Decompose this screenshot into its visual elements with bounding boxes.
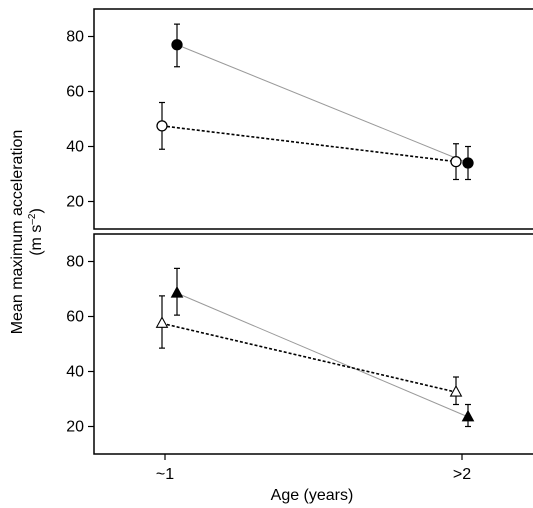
x-axis-label: Age (years) xyxy=(271,487,354,504)
top-series-1-line xyxy=(161,125,457,163)
y-tick-label-bottom-80: 80 xyxy=(66,254,84,271)
bottom-series-0-line xyxy=(176,292,469,418)
bottom-series-0-point-1 xyxy=(461,409,475,422)
y-tick-label-bottom-20: 20 xyxy=(66,419,84,436)
top-series-1-point-1 xyxy=(450,155,462,168)
y-axis-label: Mean maximum acceleration (m s–2) xyxy=(9,130,45,335)
bottom-series-0-point-0 xyxy=(170,285,184,298)
top-series-0-point-0 xyxy=(171,39,183,51)
y-axis-label-unit: (m s–2) xyxy=(27,208,45,256)
top-panel-frame xyxy=(93,8,533,230)
x-tick-label-1: >2 xyxy=(453,466,471,483)
y-tick-label-top-80: 80 xyxy=(66,29,84,46)
bottom-panel-frame xyxy=(93,233,533,455)
top-series-1-point-0 xyxy=(156,120,168,132)
y-axis-unit-suffix: ) xyxy=(28,208,45,213)
y-axis-unit-exponent: –2 xyxy=(27,213,38,225)
y-axis-label-line1: Mean maximum acceleration xyxy=(9,130,26,335)
top-series-0-point-1 xyxy=(462,157,474,169)
bottom-series-1-point-0 xyxy=(155,316,169,328)
top-series-0-line xyxy=(176,44,469,164)
bottom-plot: 20 40 60 80 xyxy=(66,254,475,436)
y-tick-label-top-60: 60 xyxy=(66,84,84,101)
y-axis-unit-prefix: (m s xyxy=(28,225,45,256)
bottom-series-1-line xyxy=(161,322,457,393)
x-tick-label-0: ~1 xyxy=(156,466,174,483)
y-tick-label-top-20: 20 xyxy=(66,194,84,211)
y-tick-label-bottom-60: 60 xyxy=(66,309,84,326)
y-tick-label-bottom-40: 40 xyxy=(66,364,84,381)
y-tick-label-top-40: 40 xyxy=(66,139,84,156)
bottom-series-1-point-1 xyxy=(449,384,463,397)
top-plot: 20 40 60 80 xyxy=(66,23,474,211)
x-axis: ~1 >2 xyxy=(156,454,471,483)
